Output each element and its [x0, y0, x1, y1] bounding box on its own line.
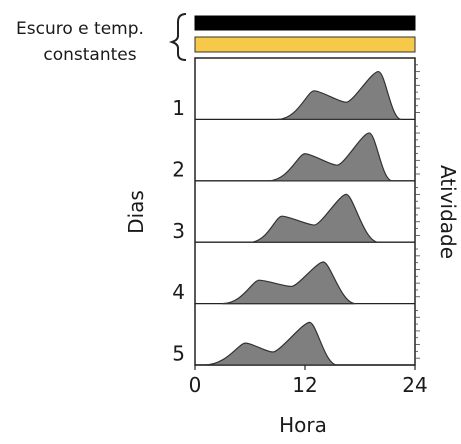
day-label: 1	[172, 96, 185, 120]
day-label: 2	[172, 157, 185, 181]
y-axis-label-activity: Atividade	[436, 165, 460, 259]
x-axis-label: Hora	[279, 413, 327, 437]
x-axis-ticks: 0 12 24	[189, 365, 428, 397]
y-axis-label-days: Dias	[124, 190, 148, 234]
day-label: 5	[172, 342, 185, 366]
day-5-activity-area	[204, 321, 338, 366]
day-label: 3	[172, 219, 185, 243]
day-rows: 1 2 3 4 5	[172, 70, 415, 366]
condition-label-line2: constantes	[43, 45, 136, 65]
condition-bracket	[168, 13, 187, 61]
temperature-condition-bar	[194, 36, 416, 53]
day-2-activity-area	[268, 132, 393, 182]
day-1-activity-area	[277, 70, 402, 120]
dark-condition-bar	[194, 15, 416, 31]
day-4-activity-area	[222, 261, 356, 305]
x-tick-label: 0	[189, 373, 202, 397]
day-3-activity-area	[249, 193, 379, 243]
activity-axis-ticks	[415, 64, 420, 359]
x-tick-label: 12	[292, 373, 317, 397]
condition-label-line1: Escuro e temp.	[16, 19, 144, 39]
x-tick-label: 24	[402, 373, 427, 397]
day-label: 4	[172, 280, 185, 304]
